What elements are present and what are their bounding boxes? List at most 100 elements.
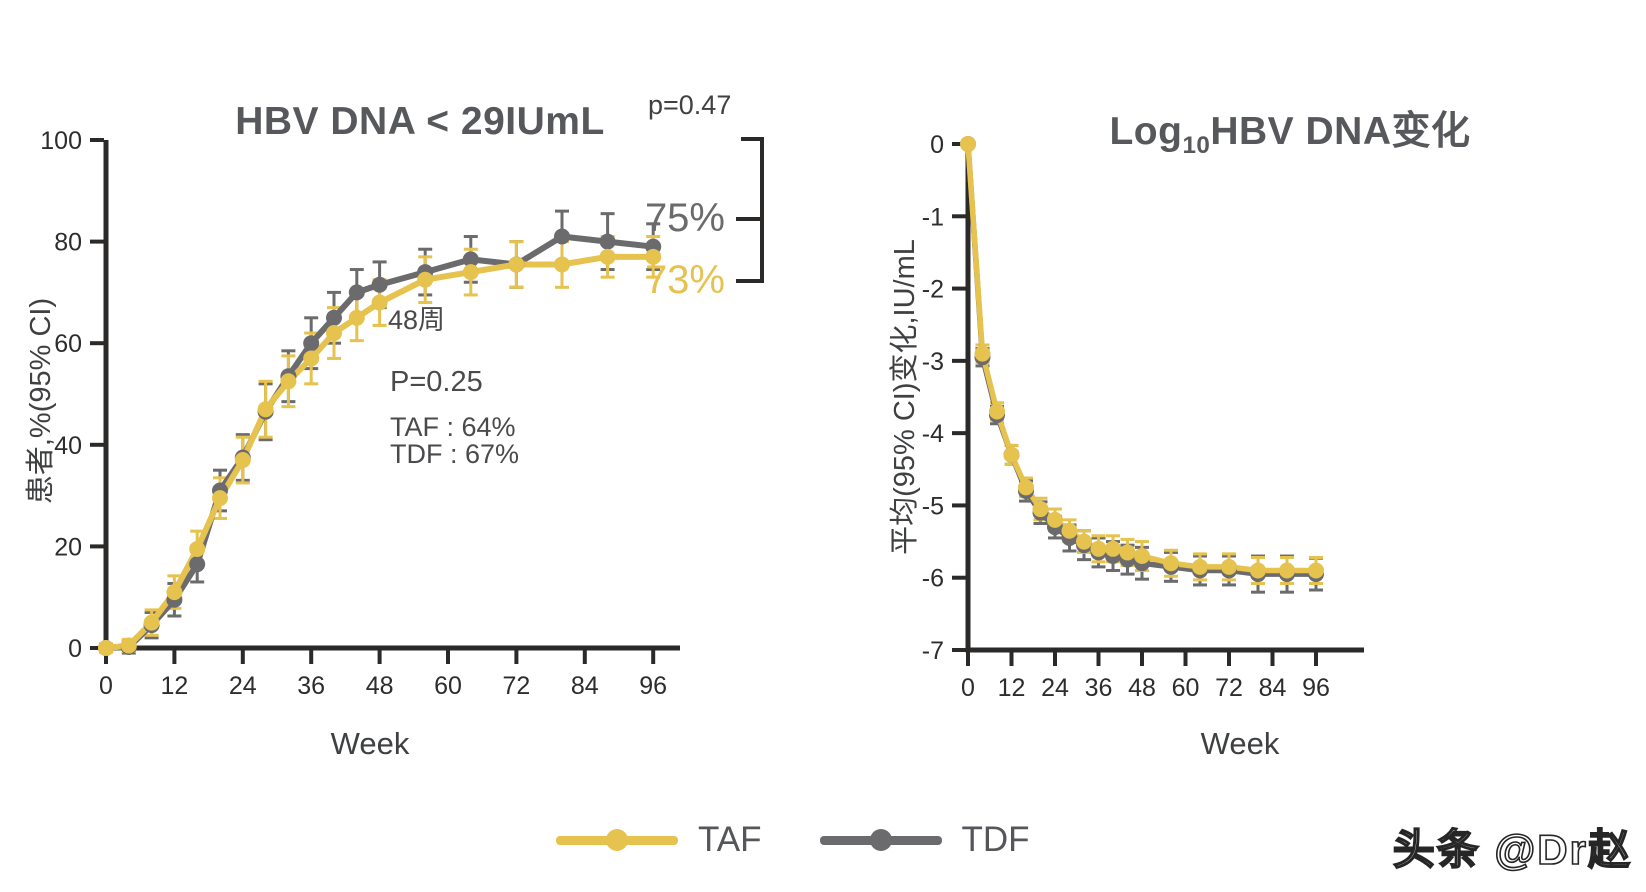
taf-marker [120, 637, 137, 654]
left-y-axis-label: 患者,%(95% CI) [25, 297, 57, 505]
y-tick-label: 20 [54, 533, 82, 561]
taf-marker [189, 540, 206, 557]
left-x-axis-label: Week [330, 726, 410, 761]
y-tick-label: 0 [68, 635, 82, 663]
comparison-bracket [760, 137, 764, 283]
taf-marker [348, 309, 365, 326]
taf-marker [1308, 562, 1324, 579]
x-tick-label: 60 [1172, 674, 1200, 702]
right-title-log: Log [1109, 110, 1183, 154]
bracket-tick-73 [736, 279, 760, 283]
taf-marker [1032, 501, 1049, 518]
x-tick-label: 24 [229, 672, 257, 700]
right-y-axis-label: 平均(95% CI)变化,IU/mL [889, 239, 921, 555]
taf-marker [1105, 540, 1121, 557]
taf-marker [508, 256, 525, 273]
taf-marker [212, 490, 228, 507]
watermark-toutiao-dr-zhao: 头条 @Dr赵 [1392, 825, 1632, 874]
p-value-top-annotation: p=0.47 [648, 90, 732, 120]
taf-marker [1250, 562, 1266, 579]
bracket-tick-top [741, 137, 760, 141]
taf-marker [257, 401, 274, 418]
taf-marker [960, 136, 976, 152]
taf-marker [599, 248, 616, 265]
x-tick-label: 36 [1085, 674, 1113, 702]
legend-label-tdf: TDF [961, 820, 1030, 859]
tdf-marker [326, 309, 342, 326]
week48-p-value: P=0.25 [390, 366, 483, 398]
taf-marker [462, 264, 479, 281]
y-tick-label: -5 [922, 492, 944, 520]
x-tick-label: 84 [571, 672, 599, 700]
y-tick-label: 0 [930, 131, 944, 159]
taf-line-swatch [556, 829, 678, 851]
taf-marker [1018, 479, 1034, 496]
taf-marker-dot [606, 829, 628, 851]
taf-marker [303, 350, 320, 367]
taf-marker [1134, 548, 1150, 565]
right-title-subscript: 10 [1182, 132, 1211, 160]
taf-marker [234, 452, 251, 469]
taf-marker [1076, 533, 1092, 550]
x-tick-label: 96 [639, 672, 667, 700]
x-tick-label: 72 [502, 672, 530, 700]
hbv-dna-suppression-plot: 0 12 24 36 48 60 72 84 96 0 20 40 60 80 100 [40, 127, 680, 700]
taf-marker [1119, 544, 1136, 561]
tdf-marker [599, 233, 616, 250]
right-chart-title: Log10HBV DNA变化 [950, 100, 1630, 160]
taf-marker [1090, 540, 1107, 557]
x-tick-label: 48 [1128, 674, 1156, 702]
x-tick-label: 0 [99, 672, 113, 700]
x-tick-label: 24 [1041, 674, 1069, 702]
taf-marker [1163, 555, 1179, 572]
taf-marker [326, 325, 342, 342]
taf-marker [98, 640, 114, 656]
tdf-marker [189, 556, 206, 573]
taf-marker [645, 248, 662, 265]
taf-marker [371, 294, 388, 311]
x-tick-label: 96 [1302, 674, 1330, 702]
y-tick-label: -6 [922, 565, 944, 593]
taf-marker [554, 256, 570, 273]
left-chart-title: HBV DNA < 29IUmL [235, 100, 605, 144]
legend-item-tdf: TDF [819, 820, 1030, 860]
taf-marker [166, 584, 183, 601]
x-tick-label: 84 [1259, 674, 1287, 702]
y-tick-label: -4 [922, 420, 944, 448]
legend-item-taf: TAF [556, 820, 762, 860]
week48-tdf-value: TDF : 67% [390, 439, 520, 469]
y-tick-label: 40 [54, 432, 82, 460]
taf-marker [1279, 562, 1295, 579]
y-tick-label: 80 [54, 229, 82, 257]
x-tick-label: 60 [434, 672, 462, 700]
tdf-marker [462, 251, 479, 268]
x-tick-label: 0 [961, 674, 975, 702]
taf-marker [1061, 522, 1078, 539]
taf-marker [1192, 558, 1208, 575]
log-hbv-dna-change-plot: 0 12 24 36 48 60 72 84 96 0 -1 -2 -3 -4 -5 -6 -7 [922, 131, 1364, 702]
taf-marker [989, 403, 1005, 420]
y-tick-label: -3 [922, 348, 944, 376]
taf-marker [1003, 446, 1020, 463]
y-tick-label: 60 [54, 330, 82, 358]
tdf-line-swatch [819, 829, 942, 851]
x-tick-label: 12 [160, 672, 188, 700]
x-tick-label: 48 [366, 672, 394, 700]
bracket-tick-75 [736, 217, 760, 221]
taf-marker [143, 614, 160, 631]
right-title-rest: HBV DNA变化 [1210, 110, 1471, 154]
taf-marker [974, 345, 991, 362]
tdf-marker [303, 335, 320, 352]
taf-final-percentage-label: 73% [644, 258, 725, 302]
y-tick-label: -1 [922, 203, 944, 231]
tdf-marker [348, 284, 365, 301]
right-x-axis-label: Week [1200, 726, 1280, 761]
y-tick-label: 100 [40, 127, 82, 155]
x-tick-label: 36 [297, 672, 325, 700]
taf-series-line [965, 141, 1319, 574]
taf-marker [417, 271, 434, 288]
taf-marker [1221, 558, 1237, 575]
x-tick-label: 72 [1215, 674, 1243, 702]
y-tick-label: -2 [922, 276, 944, 304]
